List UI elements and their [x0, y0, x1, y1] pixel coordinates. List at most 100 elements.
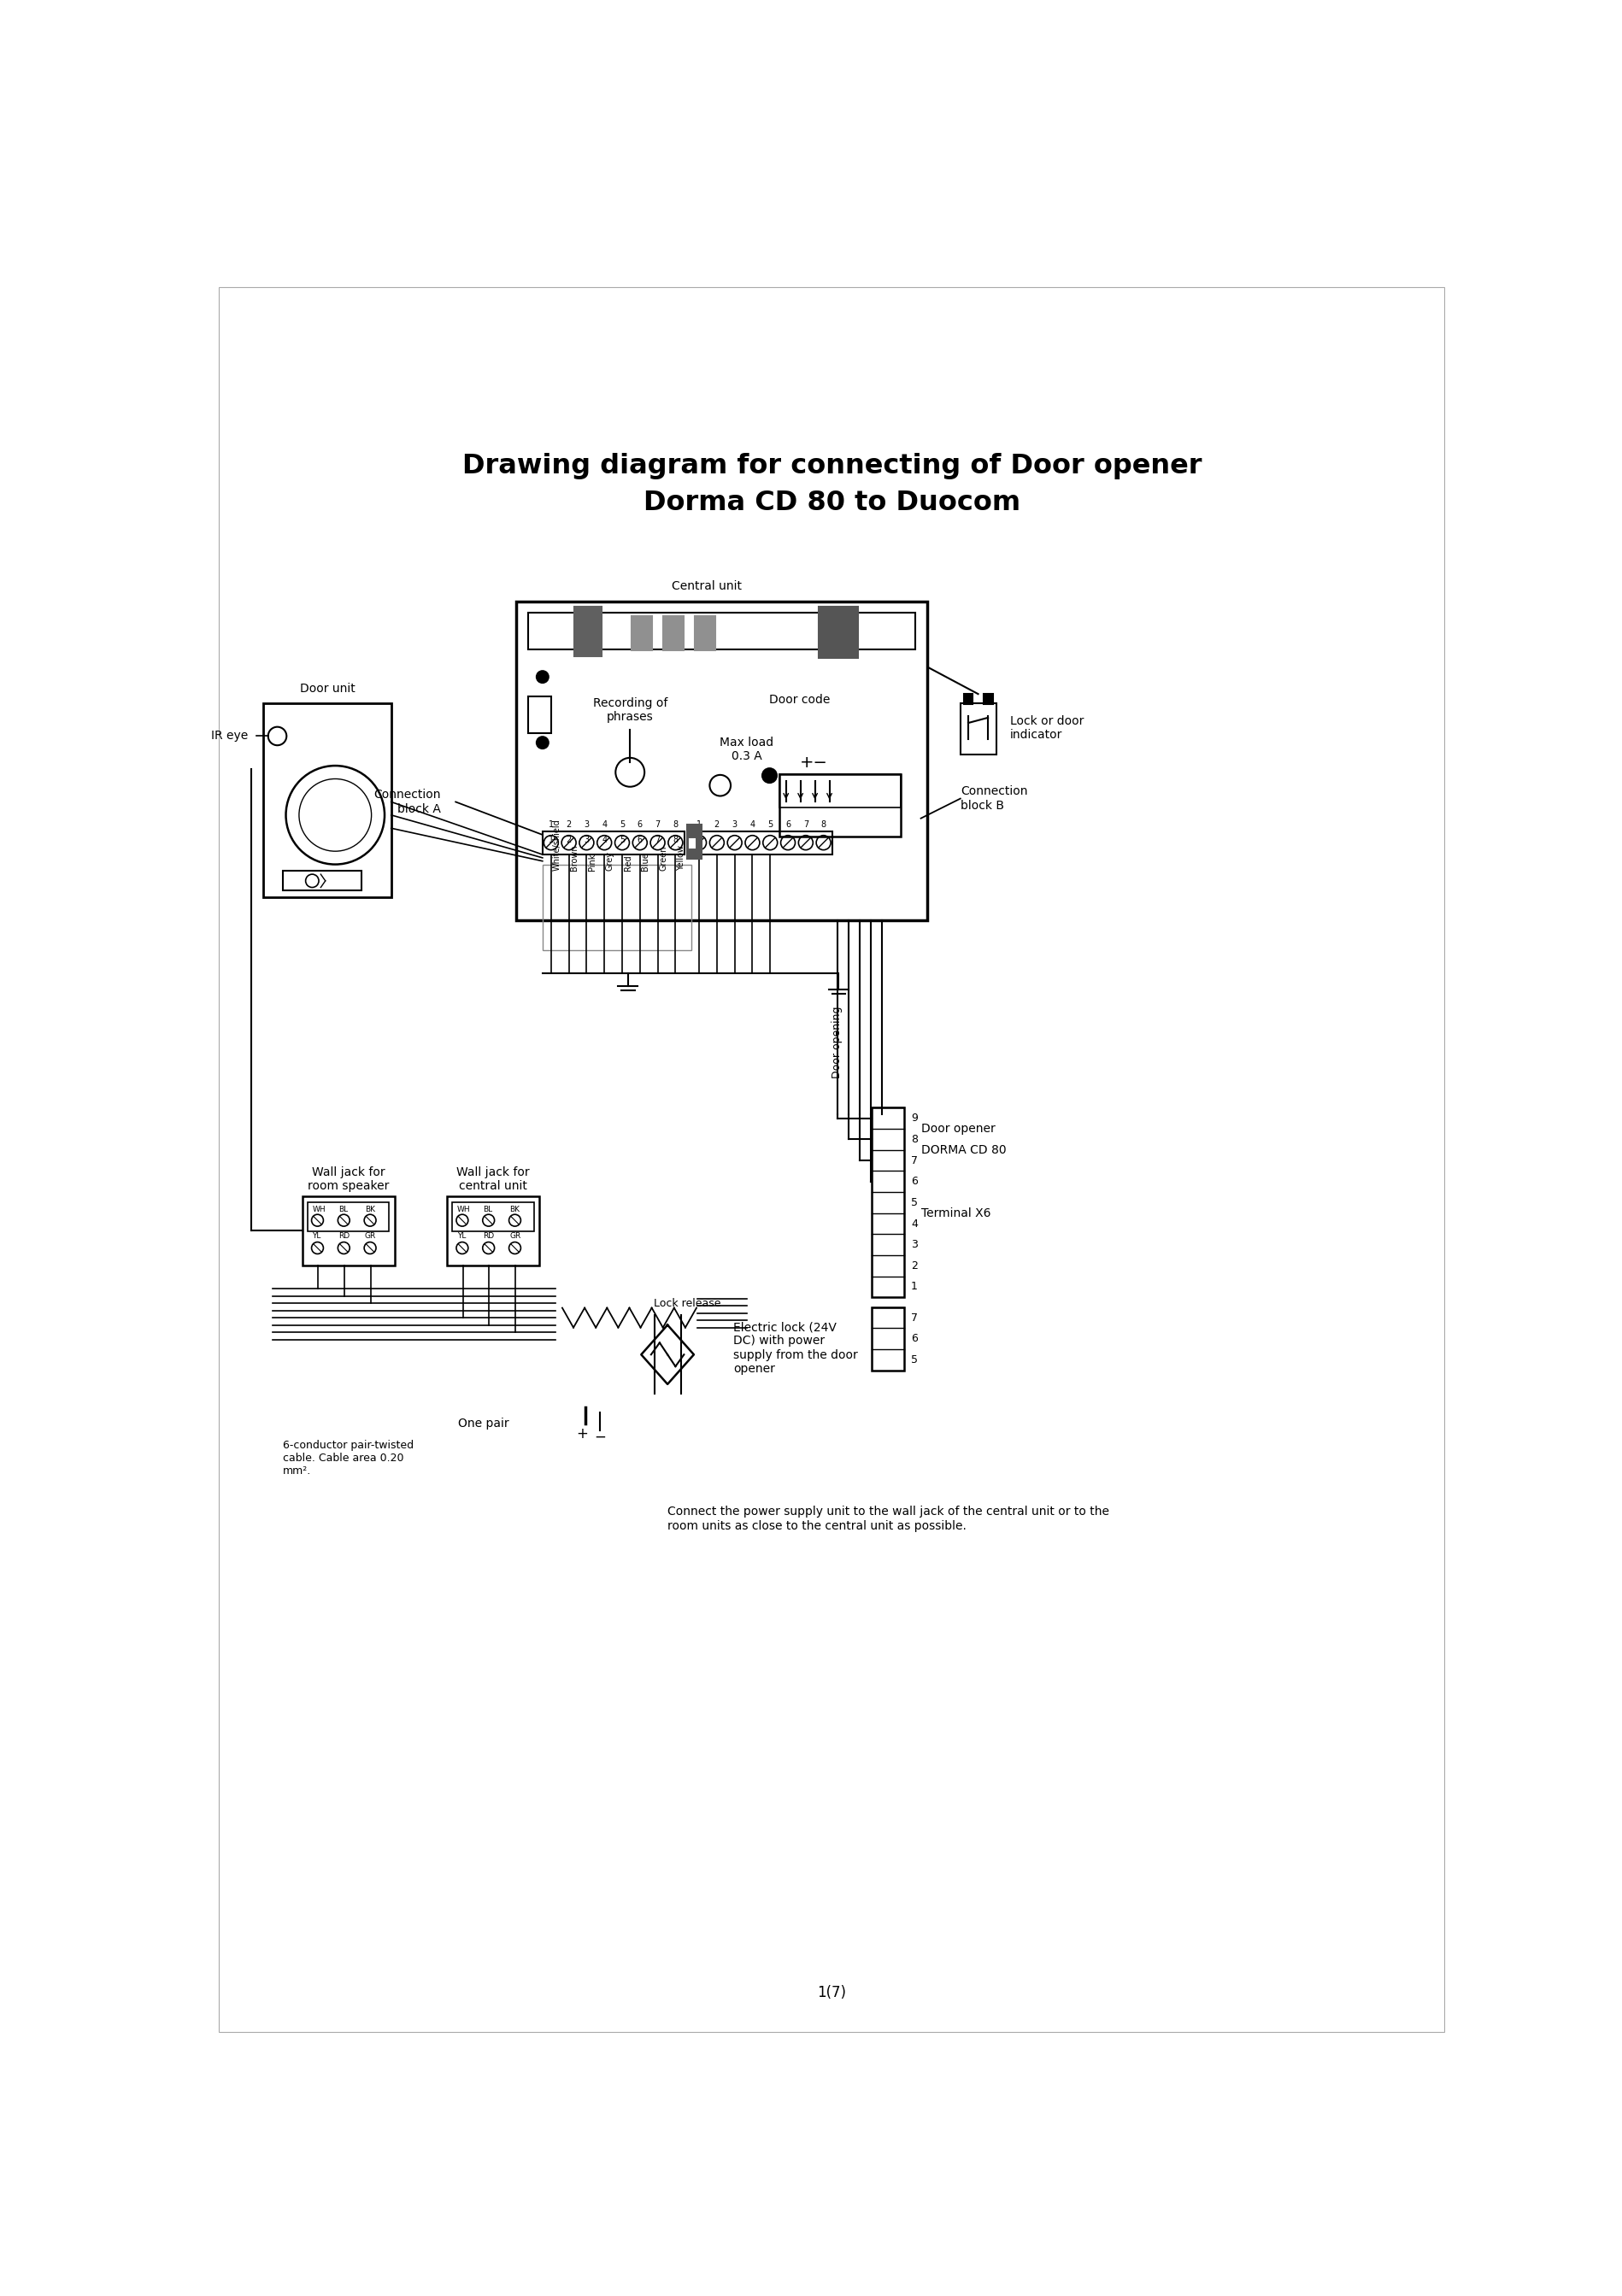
Text: +: + [576, 1426, 587, 1442]
Text: One pair: One pair [457, 1417, 508, 1430]
Text: 7: 7 [910, 1155, 918, 1166]
Text: 8: 8 [910, 1134, 918, 1146]
Text: 5: 5 [620, 836, 624, 845]
Text: 9: 9 [910, 1114, 918, 1125]
Bar [308, 1201, 389, 1231]
Circle shape [537, 737, 548, 748]
Text: Door unit: Door unit [300, 682, 355, 696]
Text: 4: 4 [749, 820, 754, 829]
Bar [516, 602, 926, 921]
Bar [779, 774, 900, 808]
Text: 6: 6 [910, 1334, 918, 1345]
Text: 1: 1 [696, 820, 701, 829]
Text: 6: 6 [785, 820, 790, 829]
Text: Connection
block B: Connection block B [960, 785, 1027, 810]
Text: IR eye: IR eye [211, 730, 248, 742]
Bar [983, 693, 993, 705]
Bar [960, 703, 996, 755]
Bar [686, 824, 701, 859]
Circle shape [762, 769, 777, 783]
Text: +−: +− [800, 755, 827, 771]
Text: 2: 2 [910, 1261, 918, 1272]
Bar [446, 1196, 539, 1265]
Text: DORMA CD 80: DORMA CD 80 [920, 1143, 1006, 1155]
Bar [691, 831, 832, 854]
Text: BL: BL [483, 1205, 493, 1215]
Text: Pink: Pink [587, 854, 597, 870]
Text: Central unit: Central unit [672, 581, 741, 592]
Text: 1: 1 [910, 1281, 918, 1293]
Text: 1: 1 [548, 836, 553, 845]
Text: 7: 7 [910, 1311, 918, 1322]
Text: 5: 5 [910, 1355, 918, 1366]
Circle shape [537, 670, 548, 682]
Text: Brown: Brown [569, 845, 579, 870]
Text: BK: BK [365, 1205, 375, 1215]
Bar [574, 606, 602, 657]
Text: Door code: Door code [769, 693, 830, 705]
Text: −: − [594, 1428, 605, 1444]
Text: Connect the power supply unit to the wall jack of the central unit or to the
roo: Connect the power supply unit to the wal… [667, 1506, 1109, 1531]
Text: 7: 7 [803, 820, 808, 829]
Text: Door opener: Door opener [920, 1123, 994, 1134]
Text: Wall jack for
room speaker: Wall jack for room speaker [308, 1166, 389, 1192]
Text: GR: GR [365, 1233, 376, 1240]
Text: 5: 5 [620, 820, 624, 829]
Text: 8: 8 [821, 820, 826, 829]
Bar [871, 1109, 903, 1297]
Text: 1(7): 1(7) [816, 1986, 845, 2000]
Text: 3: 3 [732, 820, 736, 829]
Text: Wall jack for
central unit: Wall jack for central unit [456, 1166, 529, 1192]
Text: Green: Green [659, 845, 667, 870]
Text: RD: RD [483, 1233, 495, 1240]
Bar [662, 615, 683, 650]
Text: 6: 6 [637, 820, 642, 829]
Text: 3: 3 [584, 820, 589, 829]
Text: Terminal X6: Terminal X6 [920, 1208, 989, 1219]
Text: 4: 4 [602, 820, 607, 829]
Text: 4: 4 [910, 1219, 918, 1228]
Text: 7: 7 [655, 820, 660, 829]
Text: 3: 3 [910, 1240, 918, 1251]
Text: Drawing diagram for connecting of Door opener: Drawing diagram for connecting of Door o… [462, 452, 1202, 480]
Text: 7: 7 [655, 836, 660, 845]
Text: 4: 4 [602, 836, 607, 845]
Text: YL: YL [311, 1233, 321, 1240]
Text: Yellow: Yellow [676, 845, 684, 870]
Text: 2: 2 [566, 836, 571, 845]
Bar [527, 696, 551, 732]
Text: Dorma CD 80 to Duocom: Dorma CD 80 to Duocom [644, 489, 1020, 517]
Text: BL: BL [339, 1205, 347, 1215]
Text: Recording of
phrases: Recording of phrases [592, 698, 667, 723]
Text: Door opening: Door opening [832, 1006, 842, 1079]
Text: 1: 1 [548, 820, 553, 829]
Text: WH: WH [457, 1205, 470, 1215]
Bar [963, 693, 972, 705]
Text: YL: YL [457, 1233, 466, 1240]
Text: 5: 5 [910, 1196, 918, 1208]
Text: 2: 2 [566, 820, 571, 829]
Text: 8: 8 [673, 820, 678, 829]
Bar [779, 774, 900, 836]
Bar [453, 1201, 534, 1231]
Bar [527, 613, 915, 650]
Text: 8: 8 [673, 836, 678, 845]
Text: 6: 6 [910, 1176, 918, 1187]
Text: Lock release: Lock release [654, 1297, 720, 1309]
Text: 5: 5 [767, 820, 772, 829]
Text: 3: 3 [584, 836, 589, 845]
Text: 6-conductor pair-twisted
cable. Cable area 0.20
mm².: 6-conductor pair-twisted cable. Cable ar… [282, 1440, 414, 1476]
Bar [871, 1306, 903, 1371]
Bar [302, 1196, 394, 1265]
Text: Lock or door
indicator: Lock or door indicator [1009, 716, 1083, 742]
Bar [282, 870, 362, 891]
Text: BK: BK [509, 1205, 519, 1215]
Text: White/shield: White/shield [551, 820, 561, 870]
Text: RD: RD [339, 1233, 350, 1240]
Text: WH: WH [311, 1205, 326, 1215]
Bar [631, 615, 652, 650]
Bar [819, 606, 858, 657]
Text: Max load
0.3 A: Max load 0.3 A [719, 737, 774, 762]
Bar [263, 703, 391, 898]
Text: Grey: Grey [605, 852, 613, 870]
